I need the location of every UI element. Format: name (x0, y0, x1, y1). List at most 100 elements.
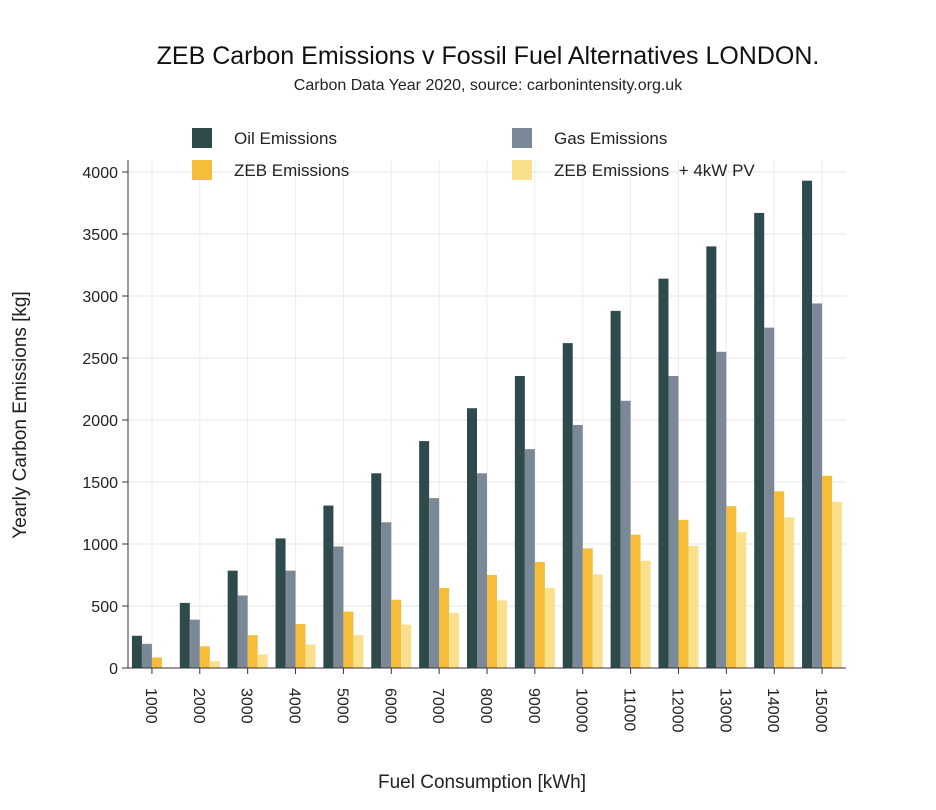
bar (610, 310, 621, 668)
bar (688, 545, 699, 668)
x-tick-label: 2000 (190, 688, 207, 724)
legend-label: ZEB Emissions (234, 161, 349, 180)
bar (544, 588, 555, 668)
bar (592, 574, 603, 668)
y-tick-label: 2500 (82, 351, 118, 368)
bar (764, 327, 775, 668)
bar (562, 343, 573, 668)
bar (832, 501, 843, 668)
bar (439, 588, 450, 668)
y-tick-labels: 0 500 1000 1500 2000 2500 3000 3500 4000 (82, 165, 118, 678)
bar (391, 599, 402, 668)
bar (419, 441, 430, 668)
bar (754, 212, 765, 669)
x-tick-label: 1000 (142, 688, 159, 724)
bar (706, 246, 717, 668)
x-tick-label: 9000 (525, 688, 542, 724)
x-tick-label: 6000 (381, 688, 398, 724)
bar (640, 560, 651, 668)
x-tick-label: 13000 (716, 688, 733, 733)
bar (323, 505, 334, 668)
bar (534, 561, 545, 668)
legend-swatch (192, 160, 212, 180)
x-tick-label: 8000 (477, 688, 494, 724)
bar (620, 400, 631, 668)
bar (199, 646, 210, 668)
bar (658, 278, 669, 668)
legend-swatch (512, 128, 532, 148)
bar (802, 180, 813, 668)
bar (514, 375, 525, 668)
x-axis-label: Fuel Consumption [kWh] (378, 772, 586, 793)
bar (209, 661, 220, 668)
x-tick-label: 14000 (764, 688, 781, 733)
x-tick-label: 15000 (812, 688, 829, 733)
bar (381, 522, 392, 668)
bar (189, 619, 200, 668)
x-tick-label: 5000 (333, 688, 350, 724)
legend-label: Oil Emissions (234, 129, 337, 148)
y-tick-label: 3000 (82, 289, 118, 306)
bar (477, 473, 487, 668)
legend-label: Gas Emissions (554, 129, 667, 148)
bar (295, 623, 306, 668)
bar (822, 475, 833, 668)
x-tick-label: 10000 (573, 688, 590, 733)
bar (487, 575, 497, 668)
bar (151, 657, 162, 668)
axes (122, 160, 846, 674)
x-tick-label: 7000 (429, 688, 446, 724)
y-tick-label: 4000 (82, 165, 118, 182)
bar (630, 534, 641, 668)
bar (784, 517, 795, 668)
bar (774, 491, 785, 668)
y-tick-label: 1000 (82, 537, 118, 554)
chart-subtitle: Carbon Data Year 2020, source: carbonint… (293, 77, 683, 94)
legend-label: ZEB Emissions + 4kW PV (554, 161, 755, 180)
bar (429, 498, 440, 668)
x-tick-labels: 1000 2000 3000 4000 5000 6000 7000 8000 9000 1000… (142, 688, 829, 733)
bar (524, 449, 535, 668)
bar (726, 506, 737, 668)
bar (678, 519, 689, 668)
chart-title: ZEB Carbon Emissions v Fossil Fuel Alter… (156, 42, 820, 70)
bar (343, 611, 354, 668)
y-axis-label: Yearly Carbon Emissions [kg] (10, 291, 31, 538)
bar (179, 602, 190, 668)
bar (285, 570, 296, 668)
bar (449, 612, 460, 668)
bar (582, 548, 593, 668)
bar (736, 532, 747, 668)
bar (401, 624, 412, 668)
y-tick-label: 1500 (82, 475, 118, 492)
x-tick-label: 12000 (668, 688, 685, 733)
y-tick-label: 2000 (82, 413, 118, 430)
bar (247, 635, 258, 668)
y-tick-label: 0 (109, 661, 118, 678)
bar (305, 644, 316, 668)
bars-group (131, 180, 843, 669)
bar (497, 600, 507, 668)
bar (668, 375, 679, 668)
bar (353, 635, 364, 668)
bar (716, 351, 727, 668)
x-tick-label: 3000 (238, 688, 255, 724)
legend-swatch (192, 128, 212, 148)
bar (371, 473, 382, 668)
x-tick-label: 4000 (286, 688, 303, 724)
y-tick-label: 500 (91, 599, 118, 616)
bar (141, 643, 152, 668)
bar (812, 303, 823, 668)
bar (131, 635, 142, 668)
bar (257, 654, 268, 668)
x-tick-label: 11000 (621, 688, 638, 731)
bar (237, 595, 248, 668)
y-tick-label: 3500 (82, 227, 118, 244)
bar (333, 546, 344, 668)
bar (467, 408, 477, 668)
bar (275, 538, 286, 668)
bar (572, 424, 583, 668)
bar (227, 570, 238, 668)
legend: Oil Emissions Gas Emissions ZEB Emissions Z… (192, 128, 755, 180)
